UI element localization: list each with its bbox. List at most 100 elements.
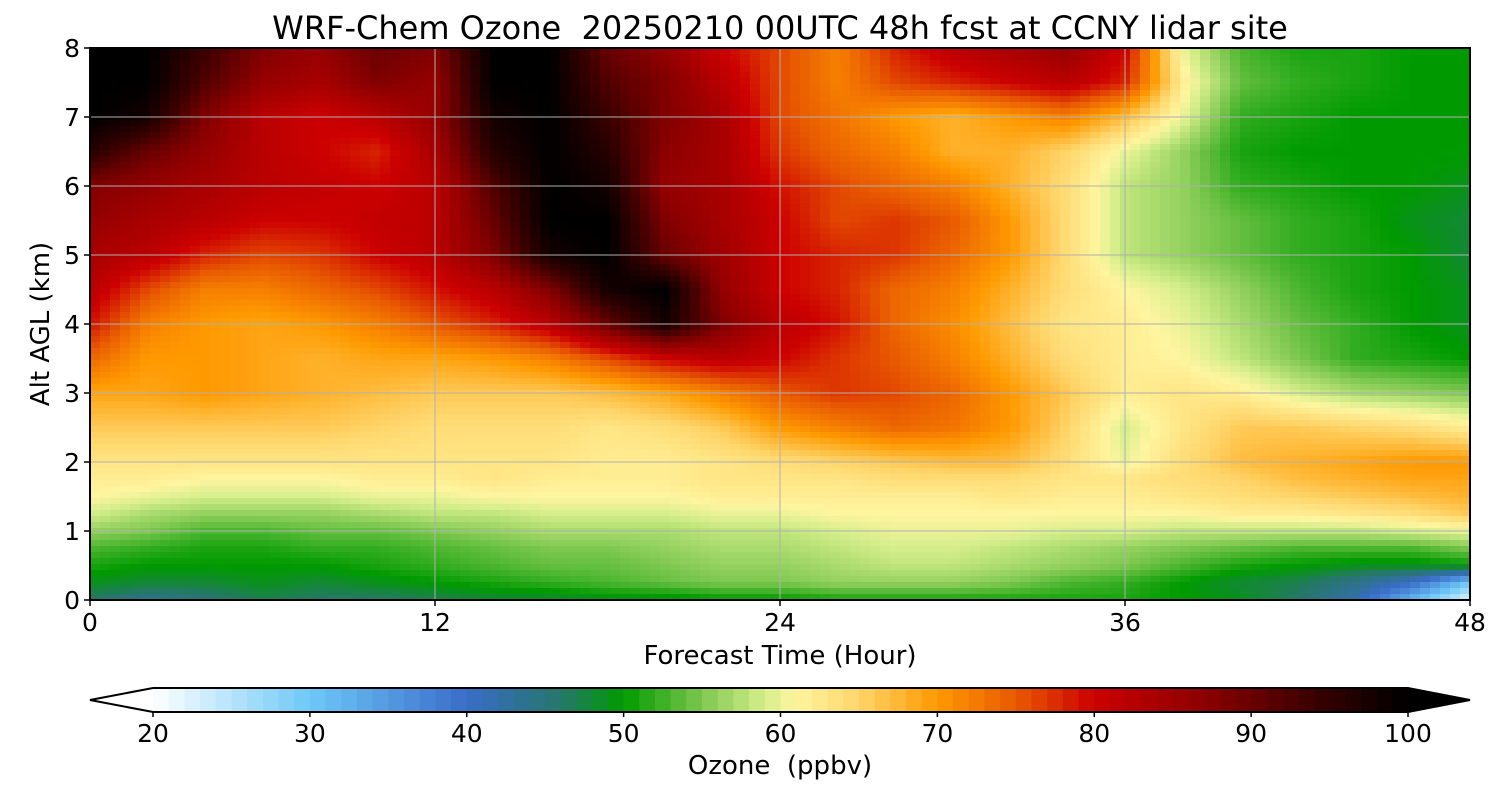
heatmap-cell [1140, 162, 1151, 169]
heatmap-cell [1370, 222, 1381, 229]
heatmap-cell [180, 180, 191, 187]
heatmap-cell [380, 96, 391, 103]
heatmap-cell [500, 126, 511, 133]
heatmap-cell [460, 228, 471, 235]
heatmap-cell [1330, 168, 1341, 175]
heatmap-cell [990, 156, 1001, 163]
heatmap-cell [90, 78, 101, 85]
heatmap-cell [1340, 60, 1351, 67]
heatmap-cell [500, 210, 511, 217]
heatmap-cell [330, 90, 341, 97]
heatmap-cell [130, 54, 141, 61]
heatmap-cell [1340, 204, 1351, 211]
heatmap-cell [840, 216, 851, 223]
heatmap-cell [950, 132, 961, 139]
heatmap-cell [750, 180, 761, 187]
heatmap-cell [460, 66, 471, 73]
heatmap-cell [710, 120, 721, 127]
heatmap-cell [1440, 60, 1451, 67]
heatmap-cell [470, 102, 481, 109]
heatmap-cell [1380, 246, 1391, 253]
heatmap-cell [530, 216, 541, 223]
heatmap-cell [760, 96, 771, 103]
heatmap-cell [910, 84, 921, 91]
heatmap-cell [960, 174, 971, 181]
heatmap-cell [1400, 54, 1411, 61]
heatmap-cell [640, 258, 651, 265]
heatmap-cell [1210, 168, 1221, 175]
heatmap-cell [1460, 180, 1471, 187]
heatmap-cell [600, 174, 611, 181]
heatmap-cell [100, 144, 111, 151]
heatmap-cell [780, 54, 791, 61]
heatmap-cell [970, 216, 981, 223]
heatmap-cell [1280, 150, 1291, 157]
heatmap-cell [880, 90, 891, 97]
heatmap-cell [390, 204, 401, 211]
heatmap-cell [140, 90, 151, 97]
heatmap-cell [1110, 144, 1121, 151]
heatmap-cell [220, 162, 231, 169]
heatmap-cell [550, 186, 561, 193]
heatmap-cell [1020, 216, 1031, 223]
heatmap-cell [580, 204, 591, 211]
heatmap-cell [1050, 180, 1061, 187]
heatmap-cell [230, 258, 241, 265]
heatmap-cell [180, 258, 191, 265]
heatmap-cell [450, 54, 461, 61]
heatmap-cell [1180, 240, 1191, 247]
heatmap-cell [680, 168, 691, 175]
heatmap-cell [880, 96, 891, 103]
heatmap-cell [360, 192, 371, 199]
heatmap-cell [710, 228, 721, 235]
heatmap-cell [1180, 162, 1191, 169]
heatmap-cell [360, 174, 371, 181]
heatmap-cell [1240, 210, 1251, 217]
heatmap-cell [930, 84, 941, 91]
heatmap-cell [410, 102, 421, 109]
heatmap-cell [120, 156, 131, 163]
heatmap-cell [1100, 144, 1111, 151]
heatmap-cell [740, 102, 751, 109]
heatmap-cell [300, 66, 311, 73]
heatmap-cell [740, 132, 751, 139]
heatmap-cell [1010, 138, 1021, 145]
heatmap-cell [890, 234, 901, 241]
heatmap-cell [640, 96, 651, 103]
heatmap-cell [1160, 198, 1171, 205]
heatmap-cell [190, 126, 201, 133]
heatmap-cell [310, 144, 321, 151]
heatmap-cell [250, 144, 261, 151]
heatmap-cell [1140, 240, 1151, 247]
heatmap-cell [1100, 234, 1111, 241]
heatmap-cell [1330, 258, 1341, 265]
heatmap-cell [630, 108, 641, 115]
heatmap-cell [1220, 132, 1231, 139]
heatmap-cell [640, 150, 651, 157]
heatmap-cell [1090, 54, 1101, 61]
heatmap-cell [1360, 234, 1371, 241]
heatmap-cell [250, 138, 261, 145]
heatmap-cell [830, 90, 841, 97]
heatmap-cell [880, 240, 891, 247]
heatmap-cell [410, 72, 421, 79]
heatmap-cell [570, 216, 581, 223]
heatmap-cell [300, 72, 311, 79]
heatmap-cell [220, 54, 231, 61]
heatmap-cell [310, 168, 321, 175]
heatmap-cell [160, 180, 171, 187]
heatmap-cell [1350, 216, 1361, 223]
heatmap-cell [400, 192, 411, 199]
heatmap-cell [510, 216, 521, 223]
heatmap-cell [1150, 216, 1161, 223]
heatmap-cell [730, 108, 741, 115]
heatmap-cell [640, 156, 651, 163]
heatmap-cell [130, 66, 141, 73]
heatmap-cell [1250, 132, 1261, 139]
heatmap-cell [970, 228, 981, 235]
heatmap-cell [1210, 174, 1221, 181]
heatmap-cell [140, 132, 151, 139]
heatmap-cell [390, 156, 401, 163]
heatmap-cell [1330, 84, 1341, 91]
heatmap-cell [400, 162, 411, 169]
